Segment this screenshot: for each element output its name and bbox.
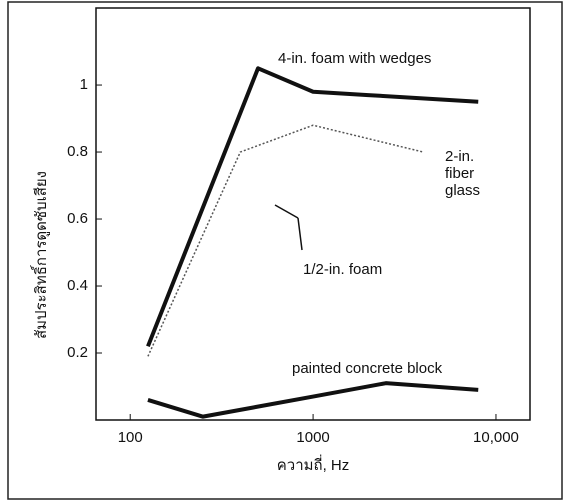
page: ความถี่, Hz สัมประสิทธิ์การดูดซับเสียง 1… — [0, 0, 564, 501]
frame — [8, 2, 562, 499]
y-axis-label: สัมประสิทธิ์การดูดซับเสียง — [30, 171, 50, 339]
y-tick-label: 0.8 — [67, 143, 88, 160]
plot-frame — [96, 8, 530, 420]
pointer — [298, 218, 302, 250]
series-line — [148, 383, 478, 416]
series-line — [148, 68, 478, 346]
series-label: 4-in. foam with wedges — [278, 50, 431, 67]
x-tick-label: 10,000 — [473, 429, 519, 446]
pointer — [275, 205, 298, 218]
series-label: painted concrete block — [292, 360, 442, 377]
y-tick-label: 0.6 — [67, 210, 88, 227]
x-axis-label: ความถี่, Hz — [277, 454, 350, 474]
y-tick-label: 1 — [80, 76, 88, 93]
y-tick-label: 0.2 — [67, 344, 88, 361]
y-tick-label: 0.4 — [67, 277, 88, 294]
chart: ความถี่, Hz สัมประสิทธิ์การดูดซับเสียง 1… — [0, 0, 564, 501]
x-tick-label: 1000 — [296, 429, 329, 446]
x-tick-label: 100 — [118, 429, 143, 446]
annotation: 1/2-in. foam — [303, 261, 382, 278]
series-label: 2-in. fiber glass — [445, 148, 505, 199]
